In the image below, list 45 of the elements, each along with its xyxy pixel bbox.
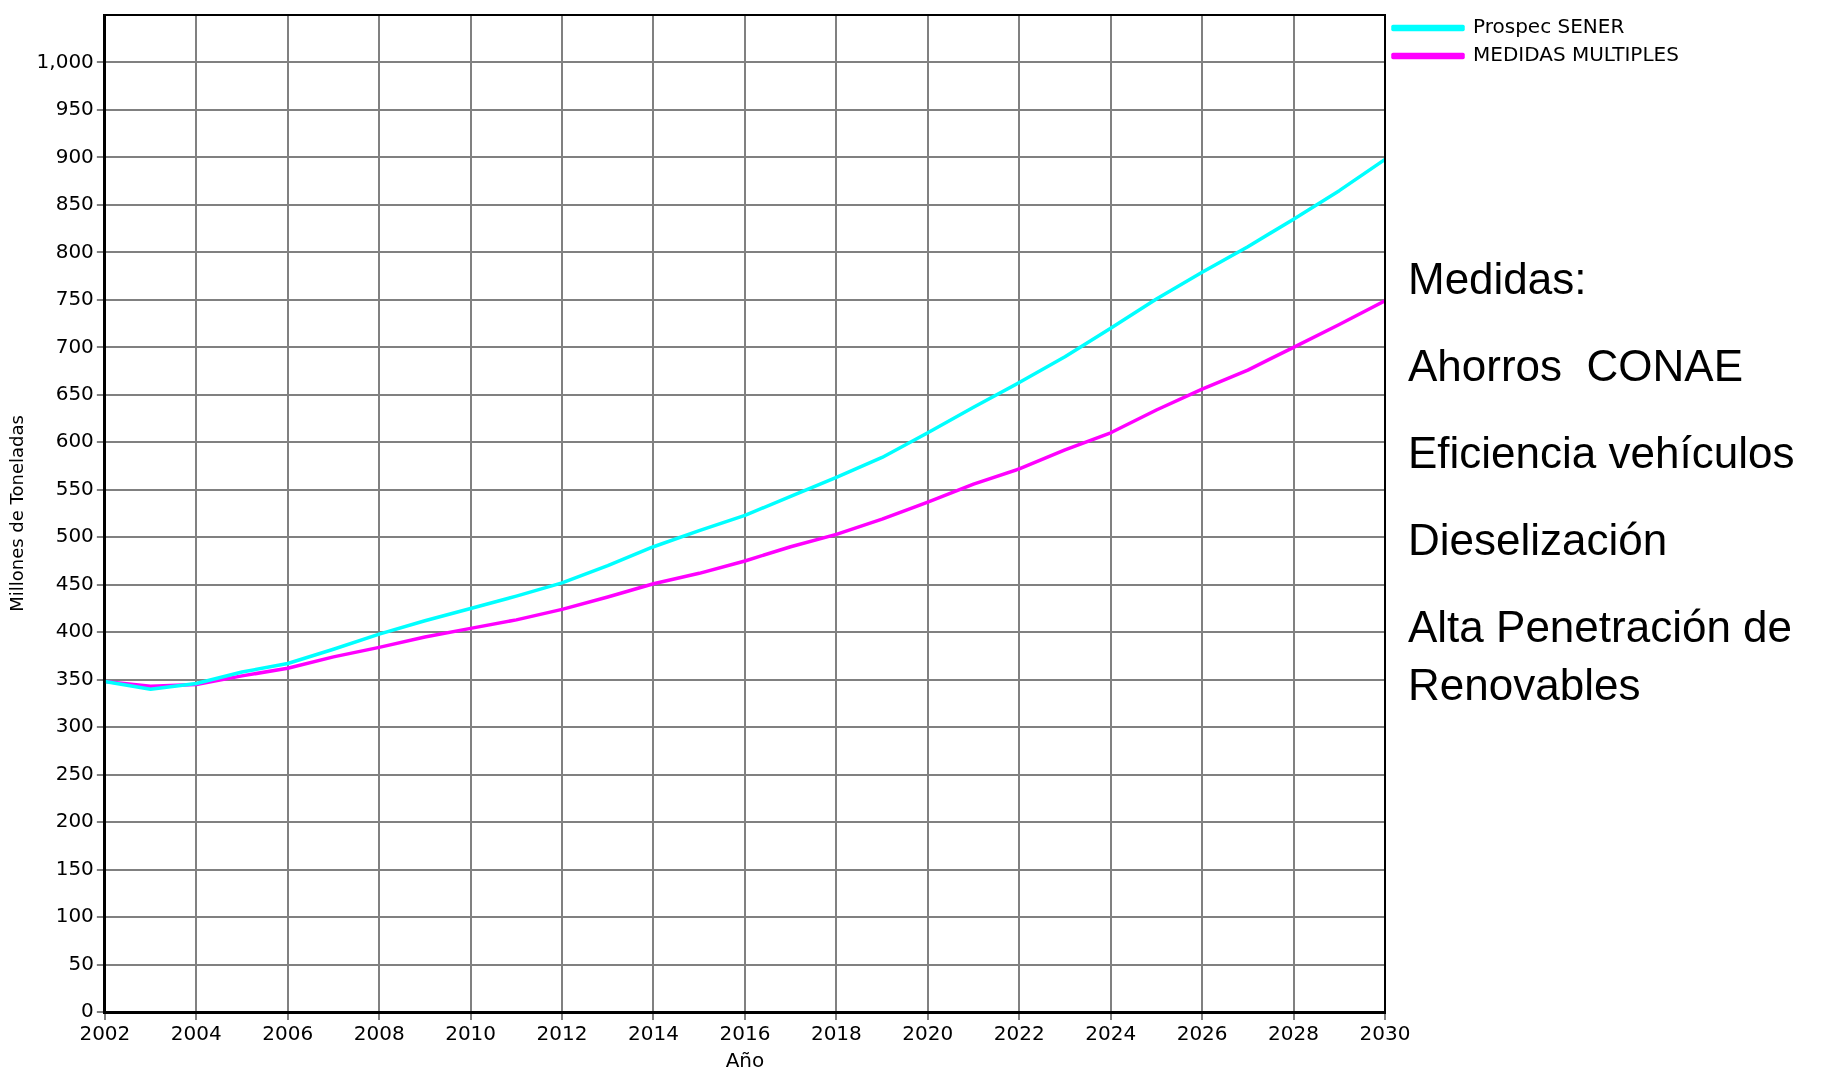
text: Dieselización — [1408, 514, 1669, 566]
x-tick-label: 2022 — [993, 1021, 1045, 1046]
x-tick-label: 2010 — [445, 1021, 497, 1046]
x-tick-label: 2004 — [170, 1021, 222, 1046]
y-tick-label: 100 — [55, 903, 94, 928]
x-tick-label: 2014 — [628, 1021, 679, 1046]
x-tick-label: 2020 — [902, 1021, 954, 1046]
y-tick-label: 550 — [55, 475, 94, 500]
text: Medidas: — [1408, 253, 1588, 305]
y-tick-label: 200 — [55, 808, 94, 833]
y-tick-label: 250 — [55, 760, 94, 785]
y-tick-label: 0 — [81, 998, 94, 1023]
text: Eficiencia vehículos — [1408, 427, 1796, 479]
x-tick-label: 2024 — [1085, 1021, 1137, 1046]
y-tick-label: 800 — [55, 238, 94, 263]
y-tick-label: 350 — [55, 665, 94, 690]
x-tick-label: 2016 — [719, 1021, 771, 1046]
x-tick-label: 2028 — [1268, 1021, 1320, 1046]
text: Ahorros CONAE — [1408, 340, 1744, 392]
y-tick-label: 850 — [55, 191, 94, 216]
x-tick-label: 2006 — [262, 1021, 314, 1046]
legend-label: Prospec SENER — [1473, 14, 1625, 39]
y-tick-label: 950 — [55, 96, 94, 121]
y-tick-label: 50 — [68, 950, 94, 975]
text: Alta Penetración de Renovables — [1408, 601, 1794, 711]
y-tick-label: 400 — [55, 618, 94, 643]
x-tick-label: 2002 — [79, 1021, 131, 1046]
y-tick-label: 500 — [55, 523, 94, 548]
y-tick-label: 150 — [55, 855, 94, 880]
x-tick-label: 2012 — [536, 1021, 588, 1046]
y-tick-label: 450 — [55, 570, 94, 595]
y-tick-label: 750 — [55, 286, 94, 311]
y-axis-title: Millones de Toneladas — [6, 415, 28, 612]
x-tick-label: 2030 — [1359, 1021, 1411, 1046]
x-tick-label: 2008 — [353, 1021, 405, 1046]
x-axis-title: Año — [725, 1048, 765, 1073]
y-tick-label: 900 — [55, 143, 94, 168]
y-tick-label: 300 — [55, 713, 94, 738]
x-tick-label: 2026 — [1176, 1021, 1228, 1046]
y-tick-label: 1,000 — [36, 48, 94, 73]
x-tick-label: 2018 — [810, 1021, 862, 1046]
legend-label: MEDIDAS MULTIPLES — [1473, 42, 1679, 67]
y-tick-label: 600 — [55, 428, 94, 453]
y-tick-label: 650 — [55, 381, 94, 406]
y-tick-label: 700 — [55, 333, 94, 358]
